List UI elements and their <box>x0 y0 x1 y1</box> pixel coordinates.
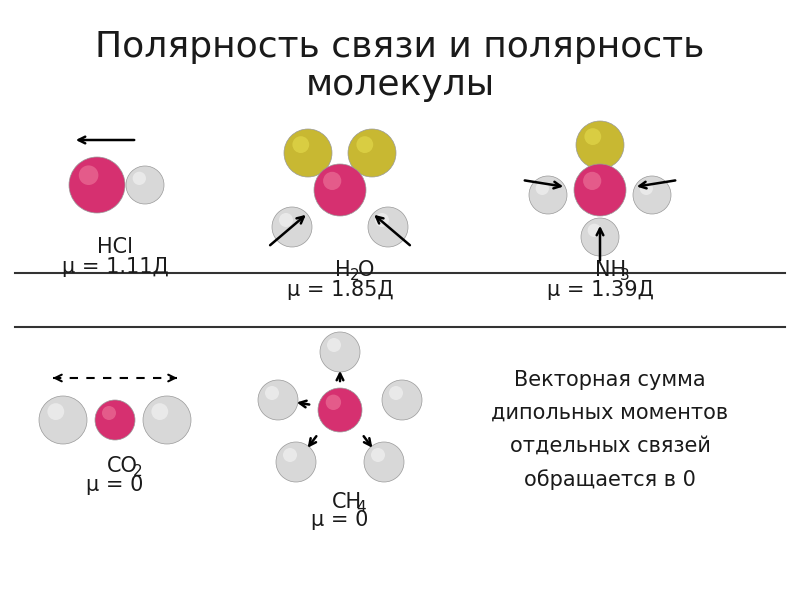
Circle shape <box>382 380 422 420</box>
Circle shape <box>133 172 146 185</box>
Text: Полярность связи и полярность: Полярность связи и полярность <box>95 30 705 64</box>
Circle shape <box>327 338 341 352</box>
Circle shape <box>323 172 342 190</box>
Circle shape <box>293 136 310 153</box>
Circle shape <box>529 176 567 214</box>
Circle shape <box>584 128 602 145</box>
Circle shape <box>375 213 389 227</box>
Circle shape <box>318 388 362 432</box>
Text: μ = 0: μ = 0 <box>86 475 144 495</box>
Circle shape <box>47 403 64 420</box>
Text: H: H <box>335 260 350 280</box>
Circle shape <box>78 166 98 185</box>
Circle shape <box>581 218 619 256</box>
Text: NH: NH <box>595 260 626 280</box>
Text: O: O <box>358 260 374 280</box>
Circle shape <box>357 136 374 153</box>
Circle shape <box>588 224 601 237</box>
Circle shape <box>371 448 385 462</box>
Text: Векторная сумма
дипольных моментов
отдельных связей
обращается в 0: Векторная сумма дипольных моментов отдел… <box>491 370 729 490</box>
Circle shape <box>102 406 116 420</box>
Text: 2: 2 <box>133 464 142 479</box>
Circle shape <box>143 396 191 444</box>
Circle shape <box>536 182 549 195</box>
Circle shape <box>576 121 624 169</box>
Circle shape <box>348 129 396 177</box>
Circle shape <box>126 166 164 204</box>
Circle shape <box>276 442 316 482</box>
Circle shape <box>326 395 341 410</box>
Circle shape <box>279 213 293 227</box>
Text: 4: 4 <box>356 500 366 515</box>
Circle shape <box>258 380 298 420</box>
Circle shape <box>364 442 404 482</box>
Circle shape <box>314 164 366 216</box>
Circle shape <box>574 164 626 216</box>
Text: μ = 1.85Д: μ = 1.85Д <box>286 280 394 300</box>
Text: 3: 3 <box>620 268 630 283</box>
Text: HCl: HCl <box>97 237 133 257</box>
Circle shape <box>640 182 653 195</box>
Text: μ = 1.11Д: μ = 1.11Д <box>62 257 168 277</box>
Circle shape <box>389 386 403 400</box>
Text: 2: 2 <box>350 268 360 283</box>
Circle shape <box>39 396 87 444</box>
Circle shape <box>69 157 125 213</box>
Text: CO: CO <box>107 456 138 476</box>
Circle shape <box>272 207 312 247</box>
Circle shape <box>633 176 671 214</box>
Circle shape <box>583 172 602 190</box>
Text: CH: CH <box>332 492 362 512</box>
Text: μ = 0: μ = 0 <box>311 510 369 530</box>
Circle shape <box>95 400 135 440</box>
Text: молекулы: молекулы <box>306 68 494 102</box>
Circle shape <box>265 386 279 400</box>
Text: μ = 1.39Д: μ = 1.39Д <box>546 280 654 300</box>
Circle shape <box>368 207 408 247</box>
Circle shape <box>320 332 360 372</box>
Circle shape <box>284 129 332 177</box>
Circle shape <box>151 403 168 420</box>
Circle shape <box>283 448 297 462</box>
